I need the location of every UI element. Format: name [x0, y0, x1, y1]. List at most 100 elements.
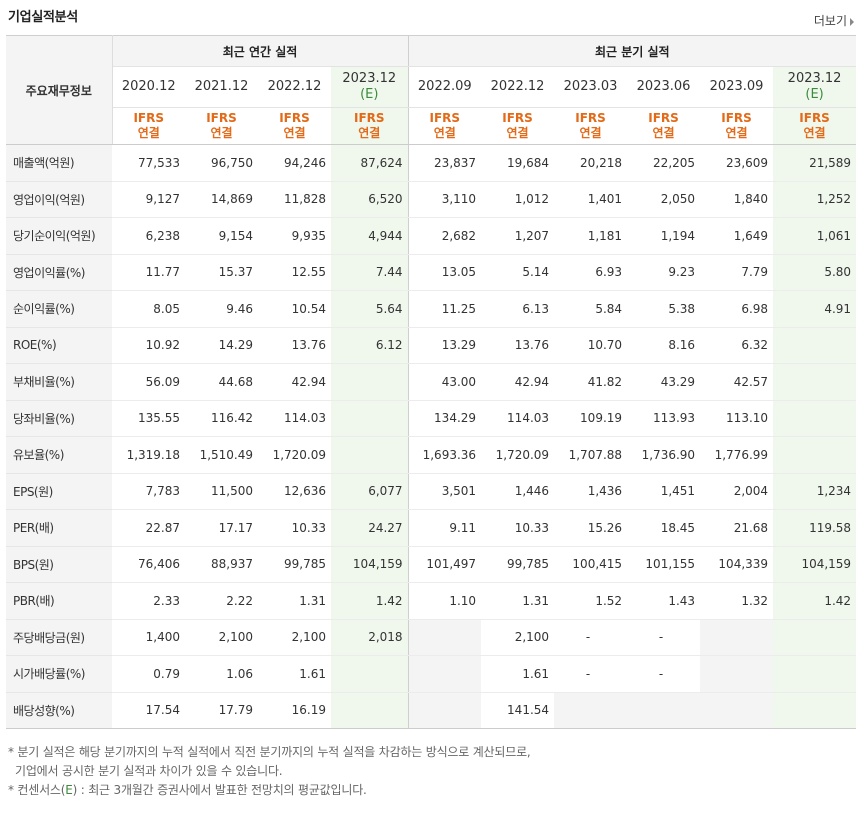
- table-cell: 1,400: [112, 618, 185, 656]
- table-cell: 41.82: [554, 363, 628, 401]
- table-cell: 43.29: [627, 363, 701, 401]
- ifrs-label: IFRS 연결: [481, 107, 555, 145]
- table-cell: 23,837: [407, 144, 482, 182]
- table-cell: 1,451: [627, 472, 701, 510]
- table-cell: 3,110: [407, 181, 482, 218]
- table-cell: 7.79: [700, 253, 774, 291]
- more-label: 더보기: [813, 14, 847, 28]
- period-year: 2021.12: [194, 79, 249, 94]
- period-header: 2022.12: [258, 66, 331, 108]
- period-header: 2023.09: [700, 66, 774, 108]
- table-cell: 104,159: [773, 546, 857, 583]
- row-label: 영업이익률(%): [6, 253, 112, 291]
- period-year: 2023.12: [787, 71, 842, 86]
- table-cell: 16.19: [258, 692, 331, 729]
- row-label: 순이익률(%): [6, 290, 112, 328]
- table-cell: [331, 692, 409, 729]
- table-cell: 8.05: [112, 290, 185, 328]
- table-cell: 1,693.36: [407, 436, 482, 474]
- table-cell: 6.98: [700, 290, 774, 328]
- table-cell: 9,154: [185, 217, 258, 255]
- table-cell: 14.29: [185, 327, 258, 364]
- table-cell: 11,828: [258, 181, 331, 218]
- table-cell: 22.87: [112, 509, 185, 547]
- table-row: 영업이익률(%) 11.77 15.37 12.55 7.44 13.05 5.14 6.93…: [6, 253, 857, 291]
- table-cell: 1,436: [554, 472, 628, 510]
- table-cell: 141.54: [481, 692, 555, 729]
- table-cell: [700, 655, 774, 693]
- table-cell: 24.27: [331, 509, 409, 547]
- table-cell: 7,783: [112, 472, 185, 510]
- table-cell: 10.92: [112, 327, 185, 364]
- table-cell: 88,937: [185, 546, 258, 583]
- table-cell: [331, 436, 409, 474]
- table-cell: 119.58: [773, 509, 857, 547]
- table-cell: 104,159: [331, 546, 409, 583]
- table-cell: 1,207: [481, 217, 555, 255]
- table-cell: 2,100: [185, 618, 258, 656]
- row-label: EPS(원): [6, 472, 112, 510]
- table-cell: [331, 400, 409, 437]
- table-cell: 15.26: [554, 509, 628, 547]
- table-cell: 1.10: [407, 582, 482, 620]
- table-row: 시가배당률(%) 0.79 1.06 1.61 1.61- -: [6, 655, 857, 693]
- table-cell: -: [627, 618, 701, 656]
- table-row: PBR(배) 2.33 2.22 1.31 1.42 1.10 1.31 1.52 1.43 1.…: [6, 582, 857, 620]
- table-cell: 5.84: [554, 290, 628, 328]
- period-header: 2023.12 (E): [773, 66, 857, 108]
- table-cell: [773, 363, 857, 401]
- row-label: 유보율(%): [6, 436, 112, 474]
- ifrs-label: IFRS 연결: [700, 107, 774, 145]
- table-cell: [554, 692, 628, 729]
- table-cell: 2,018: [331, 618, 409, 656]
- table-row: 매출액(억원) 77,533 96,750 94,246 87,624 23,837 19,…: [6, 144, 857, 182]
- table-cell: [773, 436, 857, 474]
- table-row: PER(배) 22.87 17.17 10.33 24.27 9.11 10.33 15.26…: [6, 509, 857, 547]
- table-cell: 1.43: [627, 582, 701, 620]
- table-cell: 1,736.90: [627, 436, 701, 474]
- table-cell: 12,636: [258, 472, 331, 510]
- ifrs-label: IFRS 연결: [185, 107, 258, 145]
- table-cell: [407, 618, 482, 656]
- table-row: EPS(원) 7,783 11,500 12,636 6,077 3,501 1,446 1,…: [6, 472, 857, 510]
- table-cell: 5.38: [627, 290, 701, 328]
- table-cell: [627, 692, 701, 729]
- table-cell: 1,194: [627, 217, 701, 255]
- period-header: 2023.06: [627, 66, 701, 108]
- table-cell: 11,500: [185, 472, 258, 510]
- table-cell: 42.94: [481, 363, 555, 401]
- row-label: 주당배당금(원): [6, 618, 112, 656]
- table-cell: 1,510.49: [185, 436, 258, 474]
- table-cell: 20,218: [554, 144, 628, 182]
- chevron-right-icon: [850, 17, 854, 26]
- ifrs-label: IFRS 연결: [773, 107, 857, 145]
- period-header: 2021.12: [185, 66, 258, 108]
- table-cell: 4,944: [331, 217, 409, 255]
- table-cell: 5.80: [773, 253, 857, 291]
- table-cell: [773, 400, 857, 437]
- footnote-1: * 분기 실적은 해당 분기까지의 누적 실적에서 직전 분기까지의 누적 실적…: [8, 745, 531, 759]
- table-cell: 6,077: [331, 472, 409, 510]
- table-cell: 1,252: [773, 181, 857, 218]
- table-cell: 1.42: [331, 582, 409, 620]
- table-cell: 9,127: [112, 181, 185, 218]
- table-row: 배당성향(%) 17.54 17.79 16.19 141.54: [6, 692, 857, 729]
- table-cell: 6,238: [112, 217, 185, 255]
- table-cell: 2,100: [481, 618, 555, 656]
- table-cell: [773, 655, 857, 693]
- table-cell: [407, 655, 482, 693]
- table-cell: 87,624: [331, 144, 409, 182]
- table-cell: 96,750: [185, 144, 258, 182]
- table-cell: 44.68: [185, 363, 258, 401]
- table-row: BPS(원) 76,406 88,937 99,785 104,159 101,497 99…: [6, 546, 857, 583]
- table-cell: 77,533: [112, 144, 185, 182]
- table-cell: 42.57: [700, 363, 774, 401]
- ifrs-label: IFRS 연결: [627, 107, 701, 145]
- table-cell: -: [554, 618, 628, 656]
- table-cell: [331, 655, 409, 693]
- table-cell: 101,497: [407, 546, 482, 583]
- table-cell: 1.61: [258, 655, 331, 693]
- table-cell: 1,840: [700, 181, 774, 218]
- more-link[interactable]: 더보기: [814, 12, 854, 29]
- period-year: 2020.12: [121, 79, 176, 94]
